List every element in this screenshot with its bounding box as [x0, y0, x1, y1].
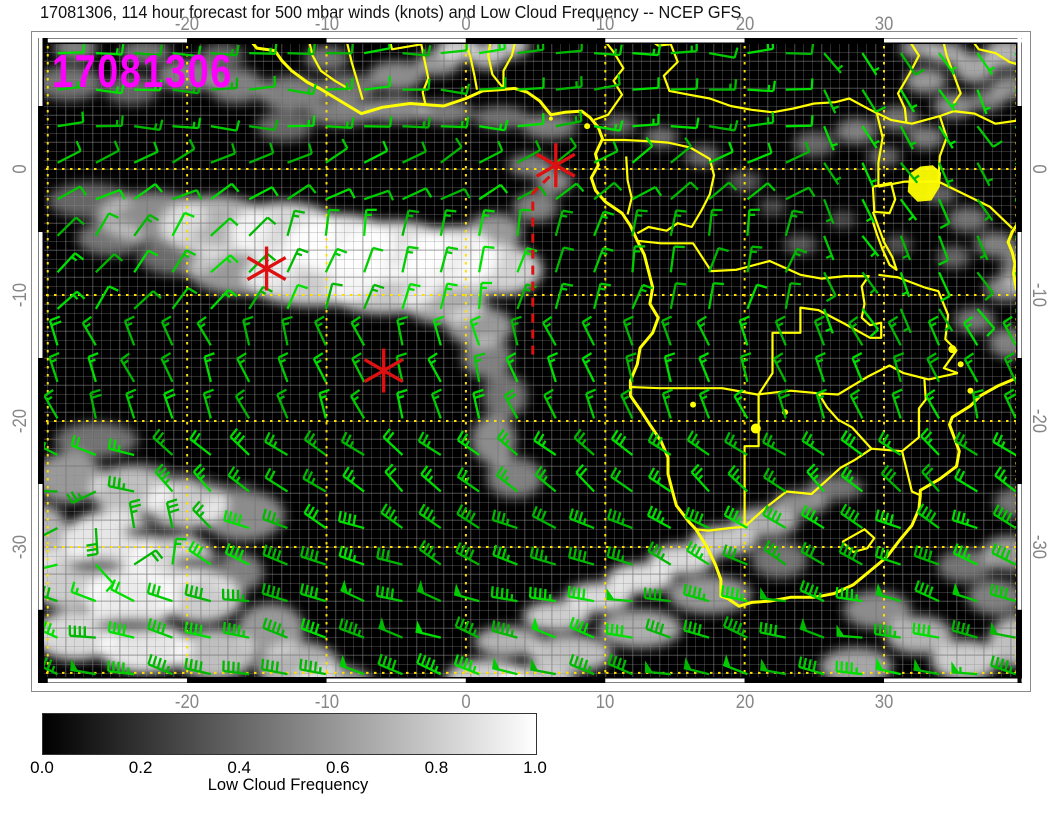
axis-tick-label: 30 [874, 14, 894, 35]
coastline-borders [247, 38, 1022, 608]
map-overlay-layer [38, 38, 1022, 683]
axis-tick-label: 10 [595, 14, 615, 35]
colorbar-gradient [42, 713, 537, 755]
colorbar-tick-label: 0.4 [227, 758, 252, 777]
axis-tick-label: -20 [175, 692, 200, 713]
axis-tick-label: -20 [175, 14, 200, 35]
axis-tick-label: -10 [314, 692, 339, 713]
plot-title: 17081306, 114 hour forecast for 500 mbar… [40, 2, 742, 22]
axis-tick-label: 0 [10, 164, 31, 174]
axis-tick-label: 30 [874, 692, 894, 713]
latlon-grid-dotted [38, 38, 1022, 683]
colorbar-tick-label: 0.8 [424, 758, 449, 777]
cloud-frequency-layer [38, 38, 1022, 683]
axis-tick-label: 20 [735, 692, 754, 713]
axis-tick-label: -30 [10, 534, 31, 560]
asterisk-marker [363, 348, 404, 393]
map-panel: 17081306 [38, 38, 1022, 683]
axis-tick-label: -10 [10, 282, 31, 308]
colorbar-tick-label: 1.0 [523, 758, 547, 777]
colorbar-tick-label: 0.2 [128, 758, 153, 777]
axis-tick-label: 20 [735, 14, 754, 35]
asterisk-marker [246, 246, 287, 291]
red-markers [246, 143, 576, 393]
axis-tick-label: -20 [10, 408, 31, 434]
axis-tick-label: 10 [595, 692, 615, 713]
asterisk-marker [535, 143, 576, 188]
axis-tick-label: -10 [314, 14, 339, 35]
timestamp-overlay: 17081306 [52, 45, 233, 97]
map-outer-frame [31, 31, 1031, 692]
colorbar-tick-label: 0.6 [325, 758, 350, 777]
zebra-border [38, 38, 1022, 683]
wind-barbs [38, 38, 1022, 676]
axis-tick-label: 0 [461, 14, 471, 35]
colorbar-tick-label: 0.0 [30, 758, 54, 777]
axis-tick-label: 0 [461, 692, 471, 713]
colorbar-label: Low Cloud Frequency [207, 776, 369, 794]
